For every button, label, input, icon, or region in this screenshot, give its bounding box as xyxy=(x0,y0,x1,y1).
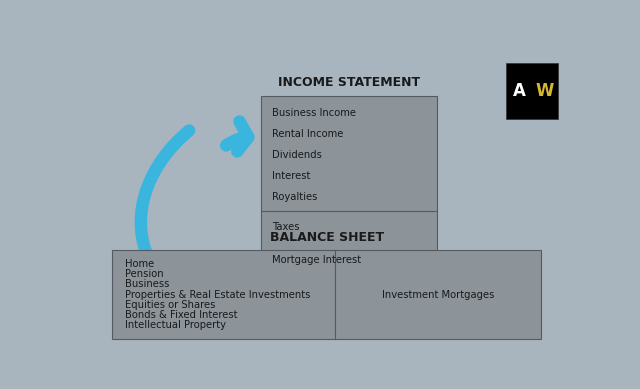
Text: Royalties: Royalties xyxy=(272,192,317,202)
FancyBboxPatch shape xyxy=(112,251,541,339)
Text: Rental Income: Rental Income xyxy=(272,129,343,139)
Text: Interest: Interest xyxy=(272,171,310,181)
Text: Mortgage Interest: Mortgage Interest xyxy=(272,256,361,265)
Text: Taxes: Taxes xyxy=(272,222,300,232)
Text: Equities or Shares: Equities or Shares xyxy=(125,300,215,310)
Text: Dividends: Dividends xyxy=(272,150,322,160)
Text: BALANCE SHEET: BALANCE SHEET xyxy=(269,231,384,244)
Text: Home: Home xyxy=(125,259,154,269)
Text: Investment Mortgages: Investment Mortgages xyxy=(382,289,495,300)
Text: Intellectual Property: Intellectual Property xyxy=(125,320,226,330)
FancyBboxPatch shape xyxy=(261,96,437,312)
Text: A: A xyxy=(513,82,525,100)
Text: Pension: Pension xyxy=(125,270,163,279)
Text: Business: Business xyxy=(125,279,169,289)
Text: INCOME STATEMENT: INCOME STATEMENT xyxy=(278,75,420,89)
FancyBboxPatch shape xyxy=(506,63,557,119)
Text: Properties & Real Estate Investments: Properties & Real Estate Investments xyxy=(125,289,310,300)
Text: Bonds & Fixed Interest: Bonds & Fixed Interest xyxy=(125,310,237,320)
Text: W: W xyxy=(536,82,554,100)
Text: Business Income: Business Income xyxy=(272,108,356,118)
